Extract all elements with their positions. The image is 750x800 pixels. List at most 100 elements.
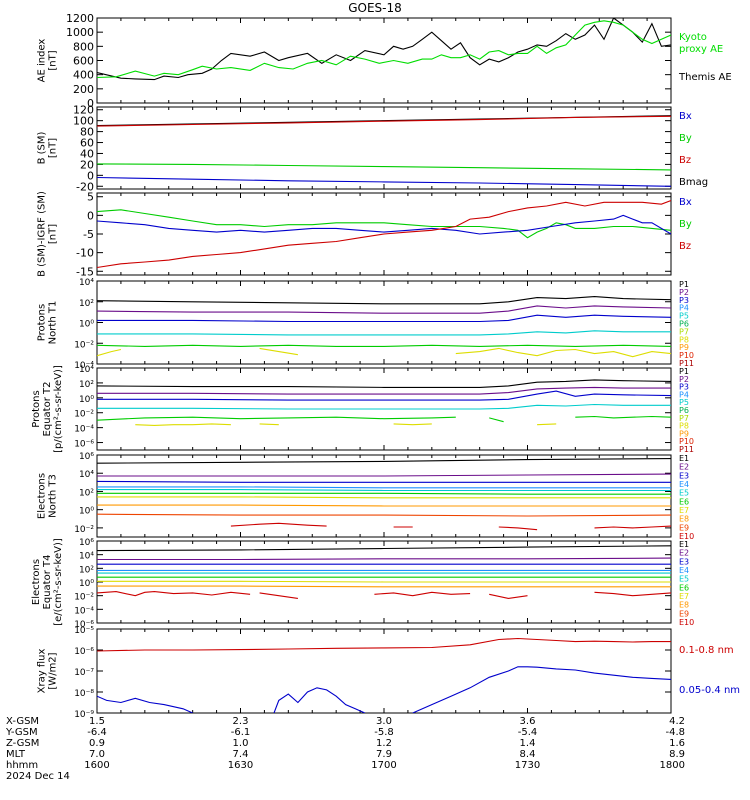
series-line (455, 347, 671, 358)
y-tick-label: 0 (87, 169, 94, 182)
legend-entry: 0.05-0.4 nm (679, 685, 740, 696)
y-tick-label: 120 (73, 104, 94, 117)
ephemeris-value: 7.0 (89, 749, 105, 760)
series-line (97, 591, 251, 597)
y-axis-label: Equator T4 (42, 555, 53, 610)
ephemeris-value: 1.4 (520, 738, 536, 749)
ephemeris-value: 1730 (515, 760, 540, 771)
series-line (97, 403, 671, 410)
series-line (97, 585, 671, 588)
panel-5: 10⁻⁶ 10⁻⁴ 10⁻² 10⁰ 10² 10⁴ Protons Equator T2 [p… (31, 365, 694, 454)
ephemeris-row-label: X-GSM (6, 716, 39, 727)
ephemeris-value: -5.4 (518, 727, 538, 738)
y-tick-label: 10⁶ (79, 538, 94, 548)
series-line (97, 379, 671, 388)
y-axis-label: Equator T2 (42, 382, 53, 437)
y-axis-label: [e/(cm²-s-sr-keV)] (53, 538, 64, 626)
y-tick-label: 10² (79, 565, 94, 575)
legend-entry: P4 (679, 390, 689, 399)
legend-entry: E4 (679, 480, 689, 489)
series-line (97, 580, 671, 583)
y-axis-label: [nT] (48, 50, 59, 70)
legend-entry: E9 (679, 523, 689, 532)
legend-entry: E2 (679, 463, 689, 472)
series-line (489, 417, 504, 423)
panel-4: 10⁻⁴ 10⁻² 10⁰ 10² 10⁴ Protons North T1 P1P2P3P4… (37, 278, 695, 371)
ephemeris-value: -6.4 (87, 727, 107, 738)
legend-entry: Bx (679, 197, 692, 208)
ephemeris-value: 1700 (371, 760, 396, 771)
panel-frame (96, 454, 672, 538)
y-tick-label: 10⁰ (79, 507, 94, 517)
y-tick-label: 1000 (66, 26, 94, 39)
legend-entry: P8 (679, 422, 689, 431)
y-tick-label: 10⁴ (79, 365, 94, 375)
ephemeris-value: 4.2 (669, 716, 685, 727)
series-line (97, 489, 671, 492)
y-tick-label: 10⁻⁴ (74, 425, 94, 435)
legend-entry: P6 (679, 320, 689, 329)
legend-entry: E6 (679, 497, 689, 506)
series-line (259, 592, 298, 599)
series-line (393, 423, 432, 426)
legend-entry: Kyoto (679, 32, 707, 43)
series-line (489, 593, 528, 599)
legend-entry: proxy AE (679, 44, 723, 55)
legend-entry: P1 (679, 367, 689, 376)
series-line (97, 480, 671, 483)
series-line (135, 423, 231, 426)
series-line (97, 344, 671, 347)
y-axis-label: Electrons (31, 559, 42, 605)
legend-entry: E10 (679, 532, 694, 541)
y-axis-label: Protons (31, 390, 42, 427)
legend-entry: P2 (679, 375, 689, 384)
series-line (97, 330, 671, 336)
y-tick-label: -20 (76, 180, 94, 193)
panel-7: 10⁻⁶ 10⁻⁴ 10⁻² 10⁰ 10² 10⁴ 10⁶ Electrons Equator… (31, 538, 694, 630)
series-line (498, 526, 538, 531)
y-tick-label: 100 (73, 115, 94, 128)
series-line (97, 637, 671, 652)
panel-frame (96, 106, 672, 190)
y-tick-label: -15 (76, 265, 94, 278)
legend-entry: P9 (679, 429, 689, 438)
y-tick-label: 20 (80, 158, 94, 171)
series-line (97, 199, 671, 269)
legend-entry: P6 (679, 406, 689, 415)
ephemeris-value: 1.2 (376, 738, 392, 749)
ephemeris-value: 1630 (228, 760, 253, 771)
legend-entry: E1 (679, 540, 689, 549)
y-axis-label: [p/(cm²-s-sr-keV)] (53, 365, 64, 453)
series-line (594, 591, 671, 597)
ephemeris-value: 8.9 (669, 749, 685, 760)
y-axis-label: B (SM)-IGRF (SM) (37, 191, 48, 277)
y-tick-label: 10⁻² (74, 593, 94, 603)
legend-entry: P10 (679, 437, 694, 446)
y-tick-label: 10² (79, 380, 94, 390)
y-tick-label: 5 (87, 191, 94, 204)
series-line (97, 545, 671, 552)
y-tick-label: 800 (73, 40, 94, 53)
ephemeris-value: 7.4 (233, 749, 249, 760)
legend-entry: P10 (679, 351, 694, 360)
y-axis-label: [nT] (48, 138, 59, 158)
legend-entry: E5 (679, 575, 689, 584)
legend-entry: Bx (679, 111, 692, 122)
series-line (259, 347, 298, 356)
y-tick-label: -10 (76, 247, 94, 260)
y-tick-label: 10⁻⁴ (74, 361, 94, 371)
legend-entry: E2 (679, 549, 689, 558)
y-tick-label: 10⁰ (79, 395, 94, 405)
legend-entry: P2 (679, 288, 689, 297)
series-line (97, 496, 671, 499)
y-tick-label: 10⁻⁹ (74, 710, 94, 720)
legend-entry: E6 (679, 583, 689, 592)
ephemeris-row-label: hhmm (6, 760, 38, 771)
legend-entry: E3 (679, 471, 689, 480)
series-line (97, 18, 671, 81)
series-line (97, 348, 122, 357)
legend-entry: P7 (679, 327, 689, 336)
